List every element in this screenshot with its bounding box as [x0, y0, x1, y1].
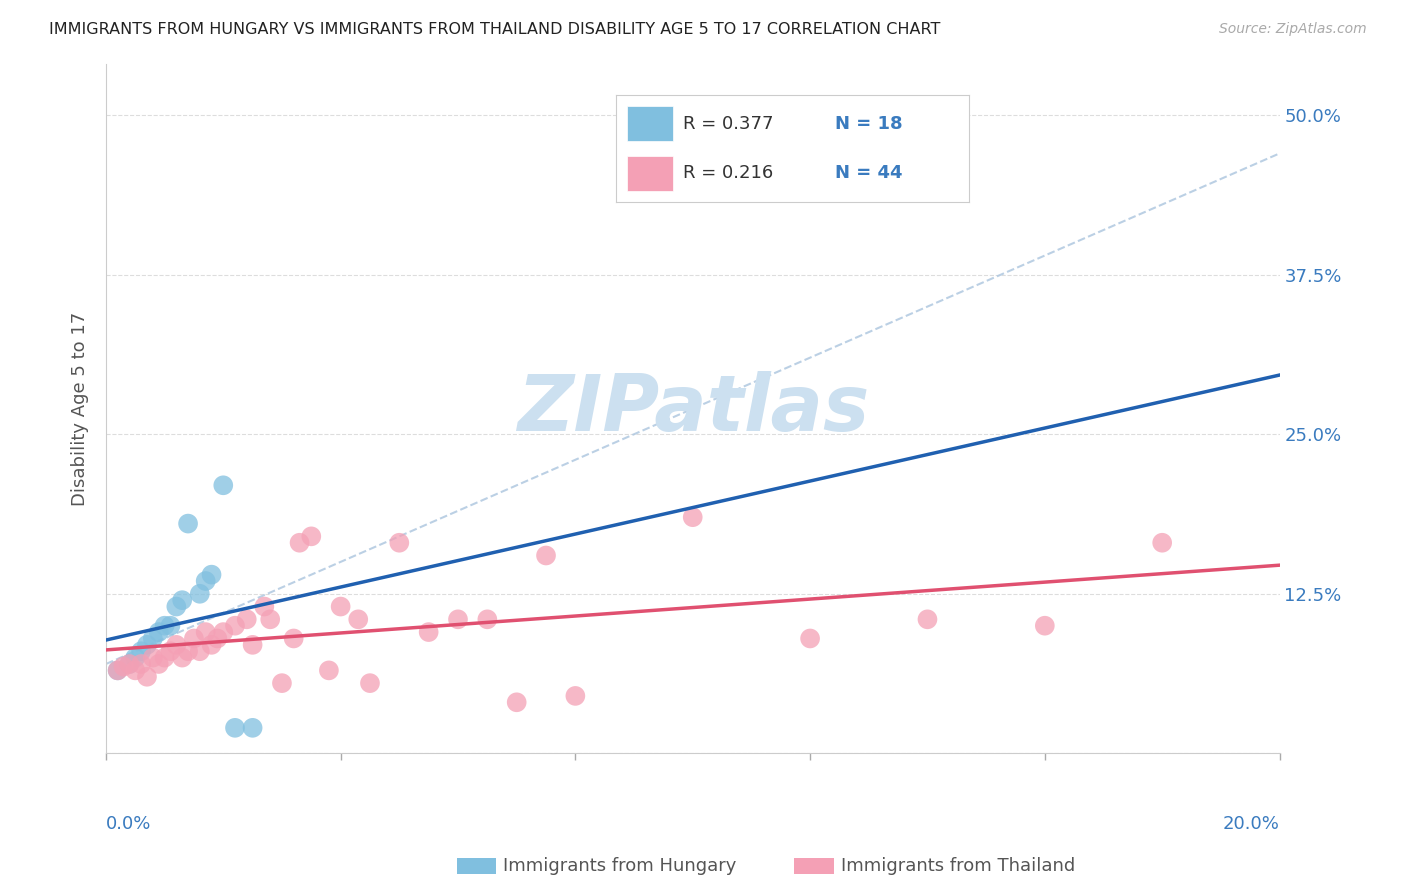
Point	[207, 632, 229, 646]
Point	[107, 664, 129, 678]
Point	[165, 599, 187, 614]
Point	[253, 599, 276, 614]
Point	[564, 689, 586, 703]
Point	[242, 721, 264, 735]
Point	[259, 612, 281, 626]
Y-axis label: Disability Age 5 to 17: Disability Age 5 to 17	[72, 311, 89, 506]
Point	[177, 516, 200, 531]
Point	[388, 535, 411, 549]
Point	[1033, 618, 1056, 632]
Point	[118, 657, 141, 671]
Point	[200, 567, 222, 582]
Point	[447, 612, 470, 626]
Point	[1152, 535, 1174, 549]
Point	[194, 574, 217, 588]
Point	[188, 587, 211, 601]
Point	[148, 625, 170, 640]
Point	[129, 644, 152, 658]
Point	[107, 664, 129, 678]
Point	[129, 657, 152, 671]
Point	[799, 632, 821, 646]
Point	[505, 695, 527, 709]
Point	[235, 612, 257, 626]
Point	[159, 618, 181, 632]
Point	[299, 529, 322, 543]
Point	[142, 650, 165, 665]
Point	[418, 625, 440, 640]
Point	[242, 638, 264, 652]
Point	[288, 535, 311, 549]
Point	[124, 664, 146, 678]
Text: 0.0%: 0.0%	[105, 814, 152, 832]
Point	[118, 657, 141, 671]
Point	[165, 638, 187, 652]
Point	[200, 638, 222, 652]
Point	[159, 644, 181, 658]
Point	[172, 593, 194, 607]
Point	[347, 612, 370, 626]
Text: 20.0%: 20.0%	[1223, 814, 1279, 832]
Point	[148, 657, 170, 671]
Point	[124, 650, 146, 665]
Point	[534, 549, 557, 563]
Text: ZIPatlas: ZIPatlas	[516, 371, 869, 447]
Point	[153, 618, 176, 632]
Text: Immigrants from Hungary: Immigrants from Hungary	[503, 857, 737, 875]
Point	[271, 676, 294, 690]
Point	[682, 510, 704, 524]
Point	[224, 721, 246, 735]
Point	[283, 632, 305, 646]
Point	[224, 618, 246, 632]
Point	[477, 612, 499, 626]
Point	[329, 599, 352, 614]
Point	[136, 670, 159, 684]
Point	[142, 632, 165, 646]
Point	[212, 625, 235, 640]
Point	[212, 478, 235, 492]
Point	[112, 659, 135, 673]
Point	[136, 638, 159, 652]
Point	[188, 644, 211, 658]
Point	[172, 650, 194, 665]
Text: Source: ZipAtlas.com: Source: ZipAtlas.com	[1219, 22, 1367, 37]
Point	[359, 676, 381, 690]
Point	[183, 632, 205, 646]
Point	[194, 625, 217, 640]
Text: IMMIGRANTS FROM HUNGARY VS IMMIGRANTS FROM THAILAND DISABILITY AGE 5 TO 17 CORRE: IMMIGRANTS FROM HUNGARY VS IMMIGRANTS FR…	[49, 22, 941, 37]
Point	[318, 664, 340, 678]
Point	[177, 644, 200, 658]
Text: Immigrants from Thailand: Immigrants from Thailand	[841, 857, 1076, 875]
Point	[917, 612, 939, 626]
Point	[153, 650, 176, 665]
